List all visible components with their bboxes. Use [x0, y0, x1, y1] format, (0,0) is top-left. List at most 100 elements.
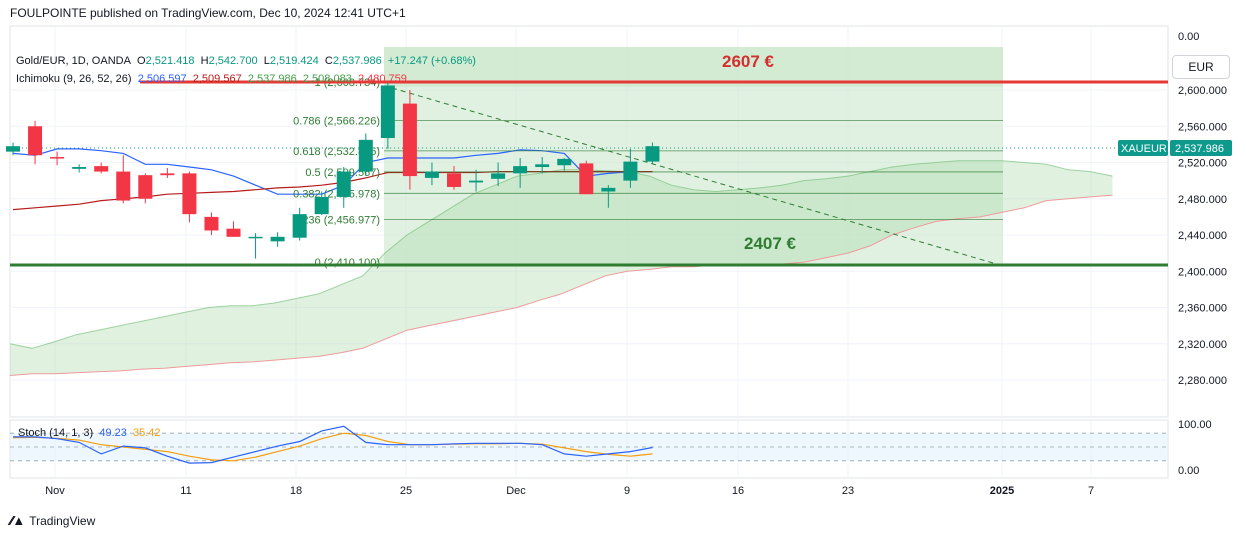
ichimoku-cloud — [10, 160, 1113, 376]
candle-body[interactable] — [292, 214, 307, 238]
candle-body[interactable] — [204, 216, 219, 231]
y-tick-label: 2,400.000 — [1178, 266, 1227, 278]
ichimoku-chikou-value: 2,537.986 — [247, 73, 297, 85]
x-tick-label: 11 — [180, 485, 191, 497]
high-value: 2,542.700 — [208, 55, 258, 67]
candle-body[interactable] — [182, 173, 197, 215]
candle-body[interactable] — [336, 171, 351, 197]
last-price-tag-label: 2,537.986 — [1175, 143, 1224, 155]
candle-body[interactable] — [138, 175, 153, 199]
x-tick-label: 25 — [400, 485, 412, 497]
ichimoku-kijun-value: 2,509.567 — [192, 73, 242, 85]
symbol-legend: Gold/EUR, 1D, OANDA O2,521.418 H2,542.70… — [16, 55, 476, 67]
open-label: O — [137, 55, 146, 67]
candle-body[interactable] — [314, 196, 329, 215]
senkou-span-a — [9, 160, 1113, 349]
ichimoku-spanB-value: 2,480.759 — [357, 73, 407, 85]
stoch-k-line — [13, 425, 653, 464]
stoch-label: Stoch (14, 1, 3) — [18, 427, 94, 439]
candle-body[interactable] — [116, 171, 131, 201]
candle-body[interactable] — [50, 157, 65, 159]
change-value: +17.247 (+0.68%) — [387, 55, 476, 67]
currency-selector[interactable]: EUR — [1172, 55, 1230, 79]
candle-body[interactable] — [645, 146, 660, 162]
candle-body[interactable] — [248, 236, 263, 239]
candle-body[interactable] — [557, 158, 572, 166]
x-tick-label: 16 — [732, 485, 744, 497]
senkou-span-b — [9, 194, 1113, 376]
fib-level-label: 0.382 (2,485.978) — [293, 188, 380, 200]
x-tick-label: 9 — [624, 485, 630, 497]
stoch-k-value: 49.23 — [99, 427, 127, 439]
open-value: 2,521.418 — [145, 55, 195, 67]
low-value: 2,519.424 — [269, 55, 319, 67]
publisher-header: FOULPOINTE published on TradingView.com,… — [10, 6, 406, 20]
y-tick-label: 2,560.000 — [1178, 121, 1227, 133]
candle-body[interactable] — [513, 166, 528, 174]
candle-body[interactable] — [579, 163, 594, 195]
x-tick-label: 7 — [1088, 485, 1094, 497]
y-tick-label: 2,320.000 — [1178, 339, 1227, 351]
fib-level-label: 0.618 (2,532.856) — [293, 146, 380, 158]
support-annotation: 2407 € — [744, 234, 797, 253]
candle-body[interactable] — [424, 171, 439, 178]
tradingview-footer[interactable]: ⁄⁄▲ TradingView — [10, 513, 95, 528]
candle-body[interactable] — [447, 173, 461, 187]
candle-body[interactable] — [6, 146, 20, 152]
candle-body[interactable] — [94, 166, 109, 172]
stoch-legend: Stoch (14, 1, 3) 49.23 35.42 — [18, 427, 161, 439]
y-tick-label: 2,360.000 — [1178, 303, 1227, 315]
main-pane-border — [9, 25, 1169, 418]
fib-level-label: 0 (2,410.100) — [315, 257, 380, 269]
candle-body[interactable] — [469, 180, 484, 183]
y-tick-label: 2,600.000 — [1178, 85, 1227, 97]
candle-body[interactable] — [28, 126, 43, 156]
y-tick-label: 2,520.000 — [1178, 158, 1227, 170]
stoch-d-line — [12, 432, 653, 462]
candle-body[interactable] — [358, 139, 373, 172]
y-tick-label: 2,280.000 — [1178, 375, 1227, 387]
x-tick-label: 18 — [290, 485, 302, 497]
tradingview-brand: TradingView — [29, 513, 96, 528]
price-range-zone-top — [384, 47, 1003, 87]
last-price-tag — [1170, 140, 1232, 156]
ichimoku-spanA-value: 2,508.083 — [302, 73, 352, 85]
resistance-annotation: 2607 € — [722, 52, 775, 71]
ichimoku-tenkan-value: 2,506.597 — [137, 73, 187, 85]
candle-body[interactable] — [601, 187, 616, 192]
ichimoku-legend: Ichimoku (9, 26, 52, 26) 2,506.597 2,509… — [16, 73, 407, 85]
low-label: L — [263, 55, 270, 67]
tradingview-logo-icon: ⁄⁄▲ — [10, 513, 25, 528]
symbol-name: Gold/EUR, 1D, OANDA — [16, 55, 131, 67]
symbol-tag — [1118, 140, 1168, 156]
candle-body[interactable] — [226, 228, 241, 237]
candle-body[interactable] — [491, 173, 506, 179]
x-tick-label: Nov — [45, 485, 65, 497]
candle-body[interactable] — [623, 161, 638, 181]
x-tick-label: Dec — [506, 485, 526, 497]
currency-label: EUR — [1188, 60, 1214, 74]
stoch-tick-label: 0.00 — [1178, 465, 1199, 477]
candle-body[interactable] — [535, 164, 550, 168]
candle-body[interactable] — [72, 167, 87, 169]
candle-body[interactable] — [270, 236, 285, 242]
close-label: C — [324, 55, 333, 67]
fib-level-label: 0.236 (2,456.977) — [293, 215, 380, 227]
high-label: H — [200, 55, 209, 67]
candle-body[interactable] — [380, 85, 395, 139]
ichimoku-label: Ichimoku (9, 26, 52, 26) — [16, 73, 132, 85]
stoch-tick-label: 100.00 — [1178, 419, 1212, 431]
close-value: 2,537.986 — [332, 55, 382, 67]
candle-body[interactable] — [160, 173, 175, 176]
stoch-d-value: 35.42 — [133, 427, 161, 439]
symbol-tag-label: XAUEUR — [1121, 143, 1167, 155]
candle-body[interactable] — [402, 103, 417, 177]
fib-level-label: 0.786 (2,566.226) — [293, 116, 380, 128]
dashed-trendline — [391, 87, 1001, 266]
y-tick-label: 2,440.000 — [1178, 230, 1227, 242]
y-tick-label: 0.00 — [1178, 31, 1199, 43]
y-tick-label: 2,480.000 — [1178, 194, 1227, 206]
x-tick-label: 2025 — [990, 485, 1014, 497]
x-tick-label: 23 — [842, 485, 854, 497]
